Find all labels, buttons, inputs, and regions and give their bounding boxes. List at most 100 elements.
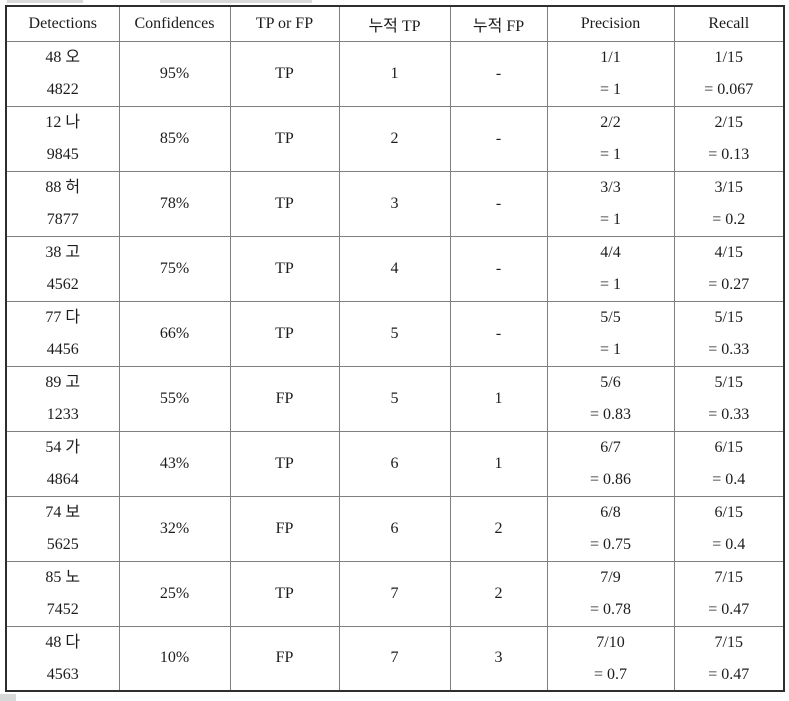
cell-cumulative-fp: 3	[449, 625, 548, 692]
precision-value: = 0.7	[593, 665, 628, 683]
cell-precision: 6/7 = 0.86	[546, 430, 675, 497]
cell-cumulative-tp: 2	[338, 105, 451, 172]
cell-tp-or-fp: FP	[229, 625, 340, 692]
cell-precision: 6/8 = 0.75	[546, 495, 675, 562]
recall-value: = 0.2	[712, 211, 746, 228]
precision-fraction: 1/1	[600, 49, 621, 66]
precision-fraction: 4/4	[600, 244, 621, 261]
cell-cumulative-tp: 1	[338, 40, 451, 107]
cell-detection: 48 다 4563	[5, 625, 120, 692]
precision-fraction: 3/3	[600, 179, 621, 196]
recall-value: = 0.13	[708, 146, 750, 163]
col-header-tp-or-fp: TP or FP	[229, 5, 340, 42]
detection-plate-line1: 88 허	[45, 179, 81, 196]
precision-value: = 1	[599, 81, 622, 98]
table-row: 74 보 5625 32% FP 6 2 6/8 = 0.75 6/15 = 0…	[5, 495, 785, 562]
cell-detection: 74 보 5625	[5, 495, 120, 562]
cell-cumulative-fp: -	[449, 105, 548, 172]
col-header-precision: Precision	[546, 5, 675, 42]
precision-value: = 0.83	[589, 406, 632, 423]
crop-remnant-bar	[7, 0, 83, 3]
recall-value: = 0.4	[712, 471, 746, 488]
cell-tp-or-fp: FP	[229, 495, 340, 562]
cell-cumulative-fp: -	[449, 235, 548, 302]
cell-cumulative-tp: 7	[338, 560, 451, 627]
cell-confidence: 43%	[118, 430, 231, 497]
precision-fraction: 6/8	[600, 504, 621, 521]
recall-value: = 0.4	[712, 536, 746, 553]
cell-precision: 2/2 = 1	[546, 105, 675, 172]
precision-fraction: 6/7	[600, 439, 621, 456]
recall-fraction: 2/15	[714, 114, 743, 131]
cell-cumulative-tp: 4	[338, 235, 451, 302]
table-row: 85 노 7452 25% TP 7 2 7/9 = 0.78 7/15 = 0…	[5, 560, 785, 627]
cell-confidence: 66%	[118, 300, 231, 367]
precision-value: = 0.86	[589, 471, 632, 488]
crop-remnant-bar	[0, 694, 16, 701]
table-row: 54 가 4864 43% TP 6 1 6/7 = 0.86 6/15 = 0…	[5, 430, 785, 497]
recall-fraction: 4/15	[714, 244, 743, 261]
cell-recall: 7/15 = 0.47	[673, 625, 785, 692]
precision-fraction: 5/6	[600, 374, 621, 391]
cell-recall: 7/15 = 0.47	[673, 560, 785, 627]
col-header-confidences: Confidences	[118, 5, 231, 42]
recall-value: = 0.27	[708, 276, 750, 293]
cell-cumulative-tp: 5	[338, 365, 451, 432]
recall-value: = 0.47	[708, 601, 750, 618]
cell-cumulative-fp: 1	[449, 365, 548, 432]
recall-value: = 0.33	[708, 406, 750, 423]
table-row: 48 오 4822 95% TP 1 - 1/1 = 1 1/15 = 0.06…	[5, 40, 785, 107]
table-row: 88 허 7877 78% TP 3 - 3/3 = 1 3/15 = 0.2	[5, 170, 785, 237]
detection-plate-line1: 77 다	[45, 309, 81, 326]
cell-cumulative-fp: -	[449, 300, 548, 367]
table-row: 12 나 9845 85% TP 2 - 2/2 = 1 2/15 = 0.13	[5, 105, 785, 172]
precision-value: = 0.78	[589, 601, 632, 618]
recall-fraction: 6/15	[714, 504, 743, 521]
detection-plate-line1: 38 고	[45, 244, 81, 261]
precision-value: = 1	[599, 146, 622, 163]
detection-plate-line2: 4563	[46, 665, 79, 683]
table-row: 77 다 4456 66% TP 5 - 5/5 = 1 5/15 = 0.33	[5, 300, 785, 367]
cell-confidence: 32%	[118, 495, 231, 562]
cell-confidence: 55%	[118, 365, 231, 432]
cell-cumulative-tp: 7	[338, 625, 451, 692]
table-row: 48 다 4563 10% FP 7 3 7/10 = 0.7 7/15 = 0…	[5, 625, 785, 692]
cell-tp-or-fp: TP	[229, 105, 340, 172]
cell-recall: 6/15 = 0.4	[673, 495, 785, 562]
cell-cumulative-fp: 2	[449, 560, 548, 627]
precision-value: = 0.75	[589, 536, 632, 553]
cell-detection: 38 고 4562	[5, 235, 120, 302]
detection-plate-line2: 4864	[46, 471, 79, 488]
cell-tp-or-fp: TP	[229, 235, 340, 302]
cell-precision: 4/4 = 1	[546, 235, 675, 302]
detection-plate-line1: 12 나	[45, 114, 81, 131]
detection-plate-line1: 85 노	[45, 569, 81, 586]
col-header-recall: Recall	[673, 5, 785, 42]
cell-detection: 89 고 1233	[5, 365, 120, 432]
cell-cumulative-fp: 2	[449, 495, 548, 562]
detection-plate-line1: 74 보	[45, 504, 81, 521]
precision-fraction: 5/5	[600, 309, 621, 326]
cell-cumulative-fp: 1	[449, 430, 548, 497]
precision-recall-table: Detections Confidences TP or FP 누적 TP 누적…	[5, 5, 785, 692]
recall-fraction: 7/15	[714, 569, 743, 586]
cell-recall: 3/15 = 0.2	[673, 170, 785, 237]
cell-precision: 5/5 = 1	[546, 300, 675, 367]
cell-recall: 6/15 = 0.4	[673, 430, 785, 497]
precision-value: = 1	[599, 276, 622, 293]
detection-plate-line2: 4456	[46, 341, 79, 358]
cell-detection: 54 가 4864	[5, 430, 120, 497]
cell-tp-or-fp: TP	[229, 40, 340, 107]
detection-plate-line1: 48 다	[45, 633, 81, 651]
cell-confidence: 10%	[118, 625, 231, 692]
detection-plate-line1: 48 오	[45, 49, 81, 66]
precision-value: = 1	[599, 211, 622, 228]
cell-cumulative-fp: -	[449, 40, 548, 107]
detection-plate-line2: 4822	[46, 81, 79, 98]
detection-plate-line2: 1233	[46, 406, 79, 423]
detection-plate-line2: 7877	[46, 211, 79, 228]
cell-cumulative-tp: 5	[338, 300, 451, 367]
cell-precision: 7/9 = 0.78	[546, 560, 675, 627]
cell-recall: 2/15 = 0.13	[673, 105, 785, 172]
cell-precision: 5/6 = 0.83	[546, 365, 675, 432]
